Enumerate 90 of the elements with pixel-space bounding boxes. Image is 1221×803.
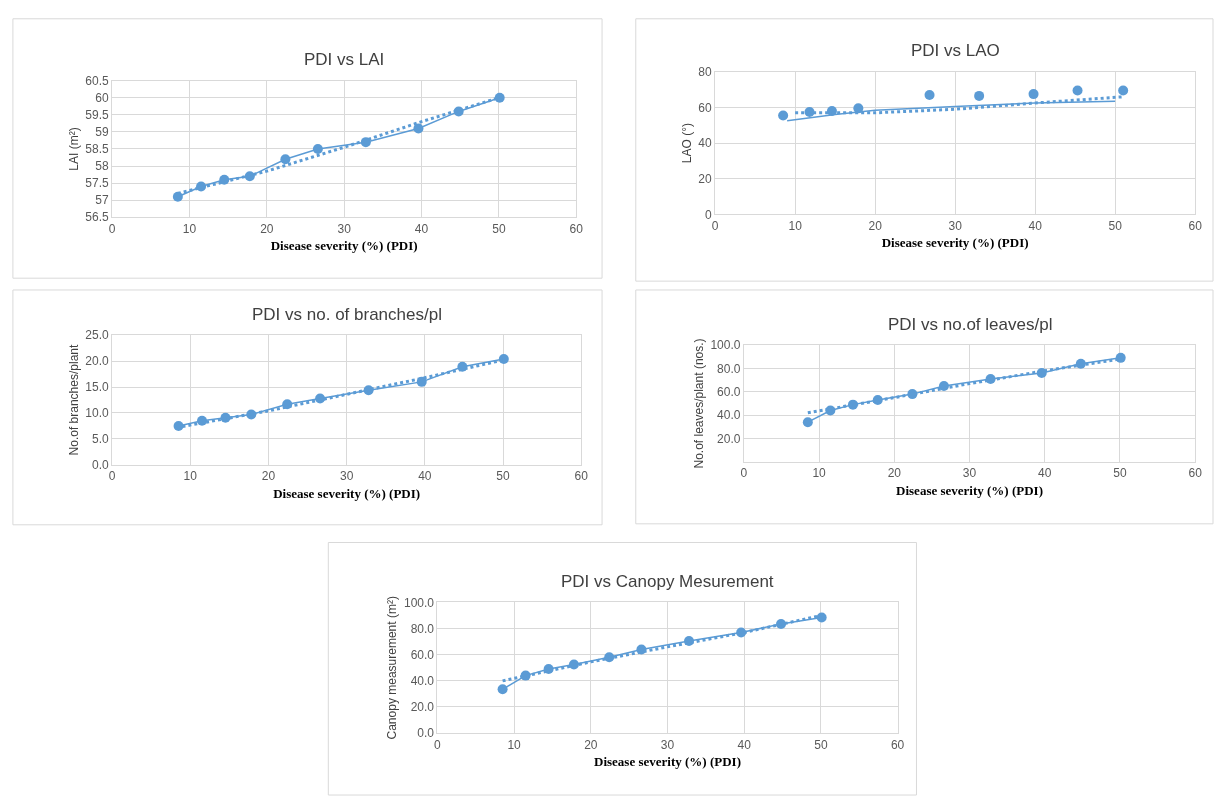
chart-title: PDI vs no.of leaves/pl [888,315,1053,334]
y-tick-label: 60 [698,100,713,115]
point [778,110,789,121]
y-tick-label: 25.0 [85,328,110,343]
x-tick-label: 30 [337,221,352,236]
chart-title: PDI vs Canopy Mesurement [561,572,774,591]
y-axis-title: LAO (°) [679,123,694,164]
x-tick-label: 10 [182,221,197,236]
point [173,420,184,431]
point [1118,85,1129,96]
point [974,90,985,101]
y-tick-label: 20.0 [410,700,435,715]
x-tick-label: 60 [574,469,589,484]
point [1028,89,1039,100]
y-tick-label: 40.0 [717,408,741,423]
x-tick-label: 30 [660,737,675,752]
y-tick-label: 0 [705,207,713,222]
y-axis-title: No.of branches/plant [66,344,81,456]
y-tick-label: 56.5 [85,210,110,225]
y-tick-label: 40 [698,136,713,151]
point [494,92,505,103]
x-tick-label: 50 [1113,466,1127,481]
y-tick-label: 20 [698,171,713,186]
y-tick-label: 100.0 [710,338,741,353]
x-tick-label: 60 [890,737,905,752]
y-tick-label: 5.0 [92,432,110,447]
x-tick-label: 50 [492,221,506,236]
y-tick-label: 100.0 [403,595,435,610]
y-axis-title: LAI (m²) [66,127,81,171]
x-tick-label: 20 [868,218,883,233]
x-tick-label: 30 [962,466,977,481]
x-tick-label: 20 [887,466,902,481]
y-tick-label: 60.0 [410,647,435,662]
x-axis-title: Disease severity (%) (PDI) [896,482,1043,498]
y-tick-label: 15.0 [85,380,110,395]
x-tick-label: 50 [496,469,511,484]
x-tick-label: 10 [788,218,803,233]
y-tick-label: 58 [95,159,110,174]
x-tick-label: 20 [261,469,276,484]
point [312,143,323,154]
point [172,191,183,202]
point [280,154,291,165]
y-tick-label: 80.0 [410,621,435,636]
y-tick-label: 10.0 [85,406,110,421]
y-tick-label: 58.5 [85,142,110,157]
y-tick-label: 59 [95,125,110,140]
point [1115,352,1126,363]
x-tick-label: 40 [1028,218,1043,233]
y-tick-label: 20.0 [85,354,110,369]
x-tick-label: 30 [948,218,963,233]
y-tick-label: 60 [95,90,110,105]
chart-title: PDI vs LAO [911,41,1000,60]
x-axis-title: Disease severity (%) (PDI) [594,754,741,770]
y-tick-label: 40.0 [410,674,435,689]
point [497,684,508,695]
point [816,612,827,623]
y-tick-label: 0.0 [417,726,435,741]
y-tick-label: 59.5 [85,108,110,123]
x-tick-label: 60 [1188,218,1203,233]
x-tick-label: 50 [814,737,828,752]
y-axis-title: Canopy measurement (m²) [385,596,400,740]
y-tick-label: 80.0 [717,361,741,376]
x-tick-label: 40 [737,737,752,752]
x-tick-label: 60 [569,221,584,236]
y-tick-label: 57.5 [85,176,110,191]
point [1072,85,1083,96]
x-tick-label: 40 [1038,466,1052,481]
x-tick-label: 10 [183,469,198,484]
y-tick-label: 20.0 [717,431,741,446]
y-axis-title: No.of leaves/plant (nos.) [691,338,706,469]
x-tick-label: 10 [812,466,827,481]
y-tick-label: 60.0 [717,384,741,399]
x-axis-title: Disease severity (%) (PDI) [273,485,421,501]
chart-title: PDI vs LAI [304,50,385,69]
point [924,90,935,100]
x-axis-title: Disease severity (%) (PDI) [881,235,1029,251]
point [802,417,813,428]
y-tick-label: 60.5 [85,73,110,88]
x-axis-title: Disease severity (%) (PDI) [270,238,418,254]
x-tick-label: 60 [1188,466,1203,481]
x-tick-label: 20 [260,221,274,236]
y-tick-label: 80 [698,65,713,80]
y-tick-label: 0.0 [92,458,110,473]
point [413,123,424,134]
y-tick-label: 57 [95,193,110,208]
x-tick-label: 50 [1108,218,1123,233]
x-tick-label: 10 [507,737,522,752]
x-tick-label: 20 [584,737,598,752]
chart-title: PDI vs no. of branches/pl [252,305,442,324]
x-tick-label: 30 [339,469,354,484]
